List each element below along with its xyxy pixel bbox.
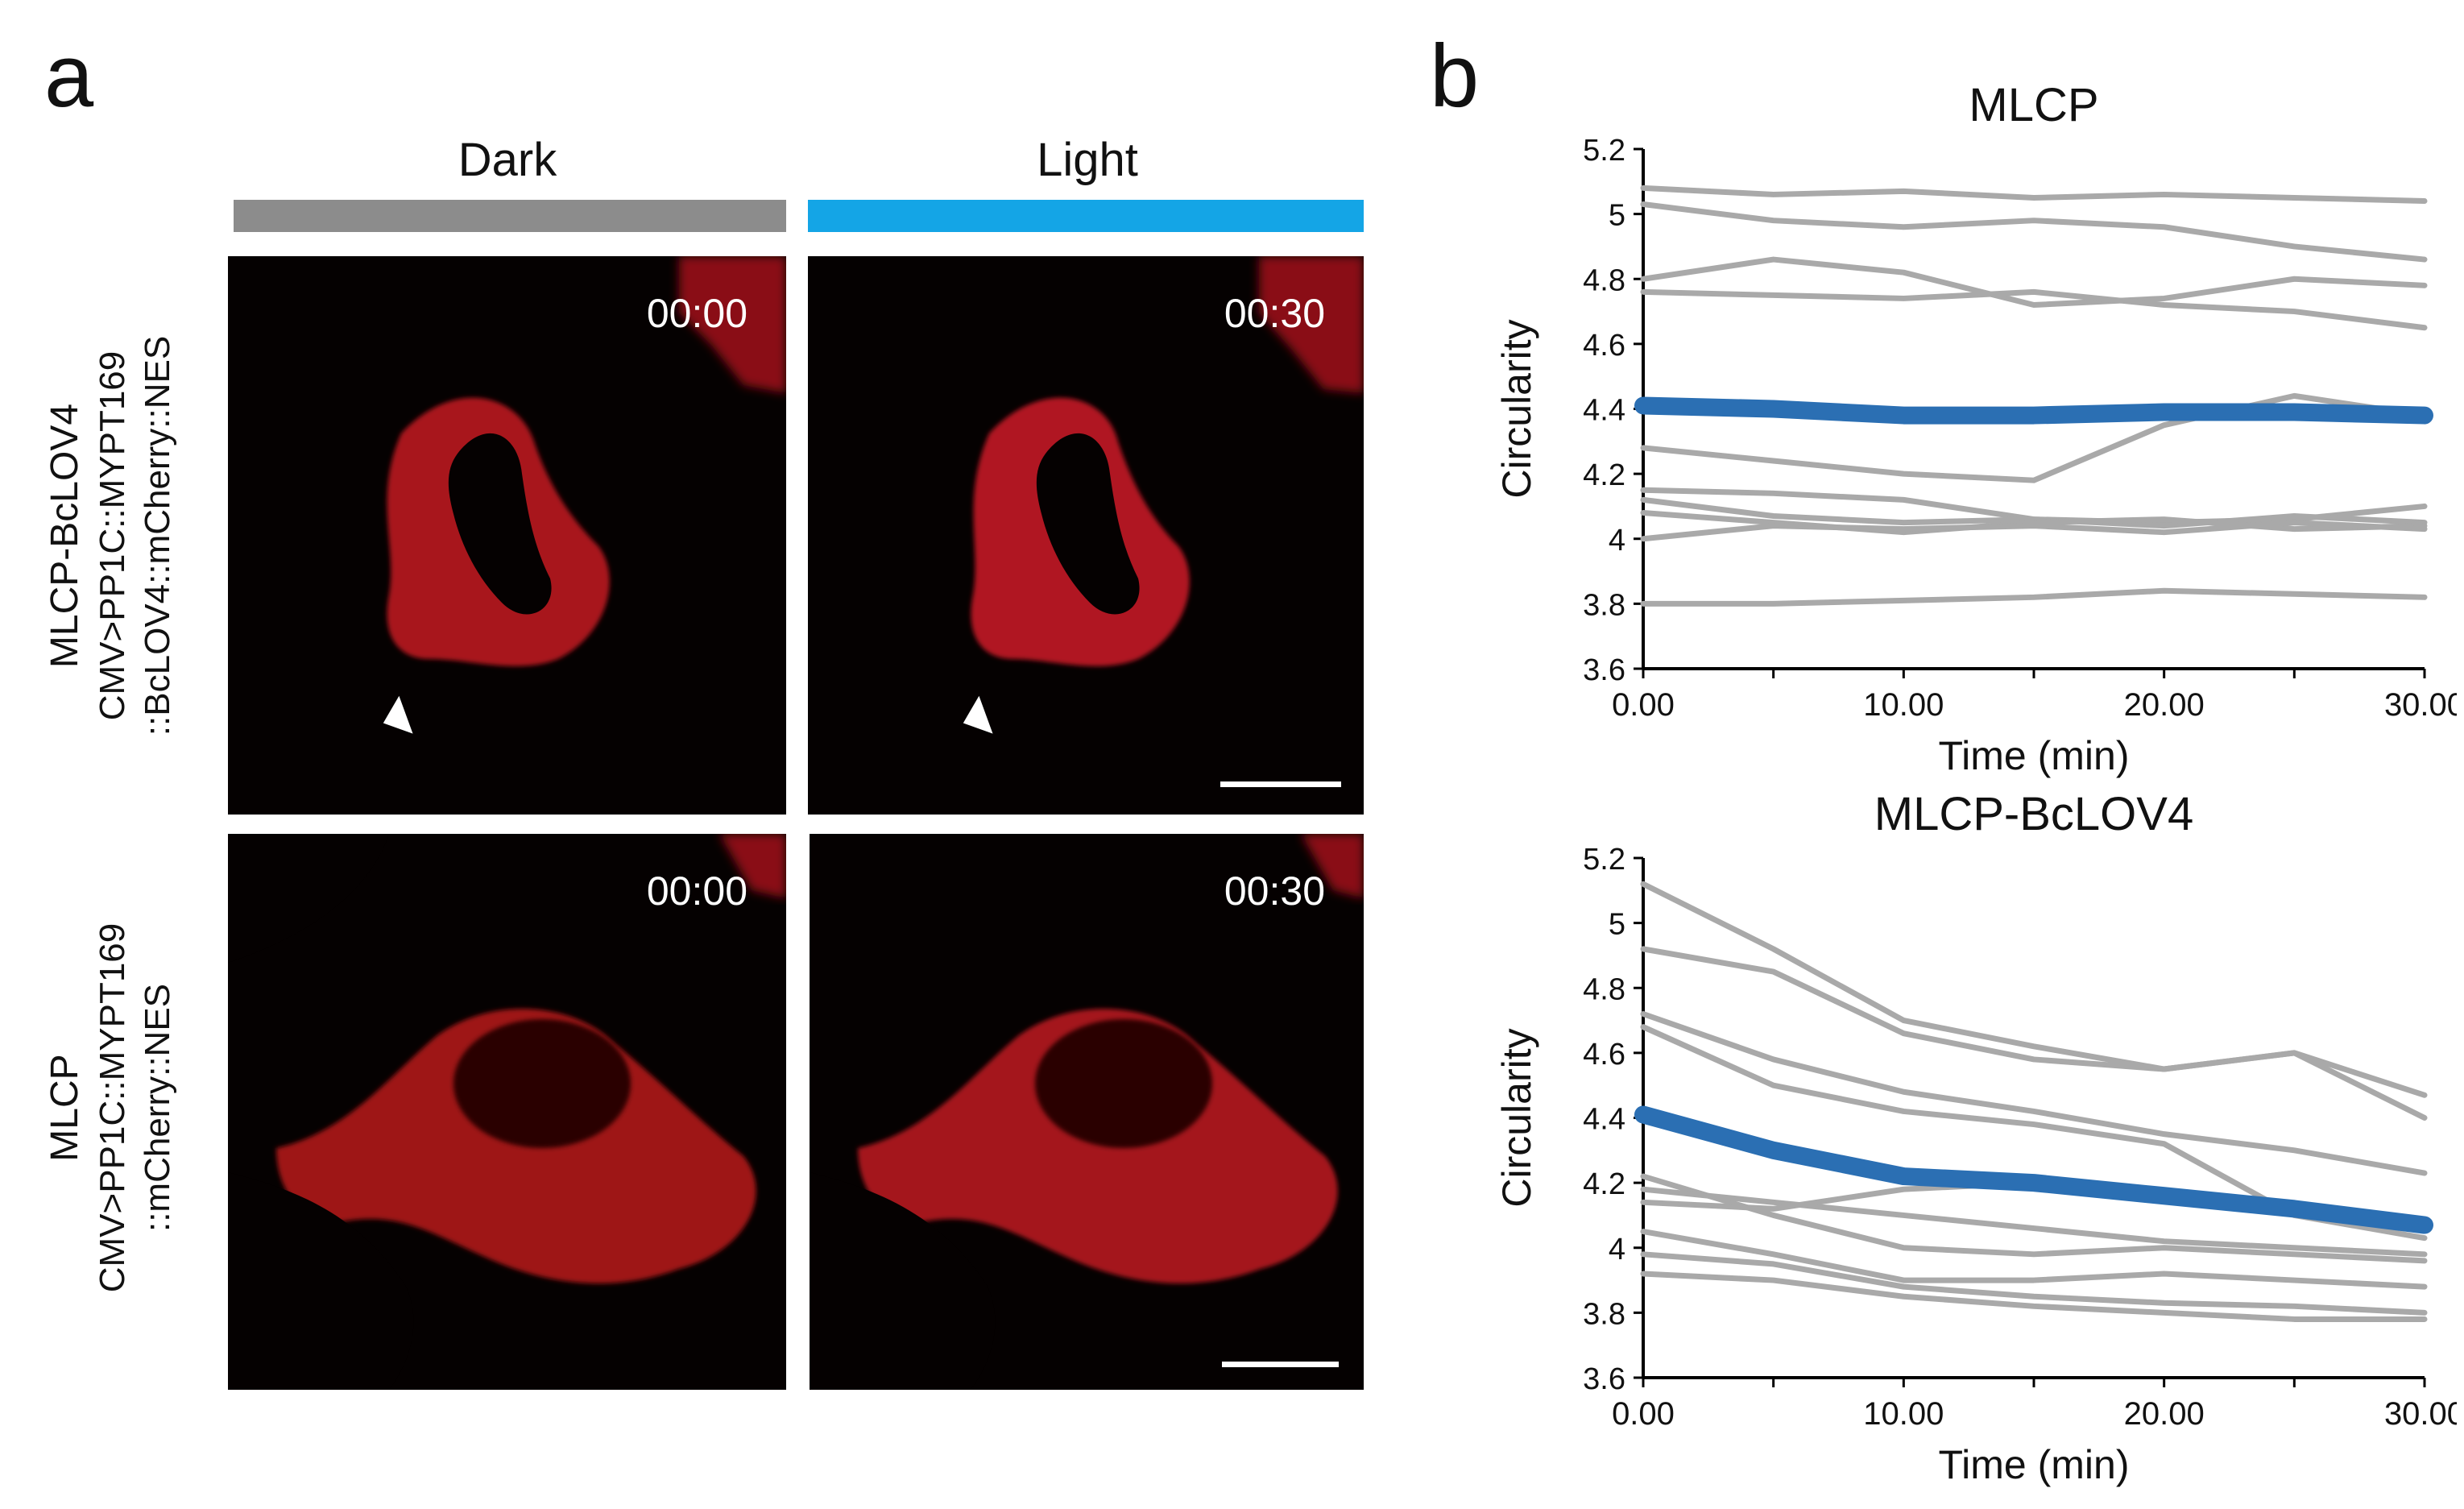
timestamp: 00:00	[646, 869, 747, 914]
x-tick-label: 20.00	[2124, 1396, 2205, 1432]
row-name: MLCP	[43, 1054, 86, 1162]
x-tick-label: 10.00	[1863, 687, 1944, 723]
y-tick-label: 4.6	[1583, 1038, 1625, 1072]
chart-mlcp: MLCP 3.6 3.8 4 4.2 4.4 4.6 4.8 5 5.2 0.00 10.00 20.0…	[1450, 64, 2464, 790]
micrograph-mlcp-light: 00:30	[810, 834, 1364, 1390]
y-tick-label: 3.6	[1583, 653, 1625, 687]
cell-image	[810, 834, 1364, 1390]
light-condition-bar	[808, 200, 1364, 232]
panel-label-b: b	[1430, 27, 1480, 126]
x-axis-label: Time (min)	[1938, 733, 2129, 778]
individual-series-line	[1640, 392, 2428, 483]
row-construct-line1: CMV>PP1C::MYPT169	[93, 922, 132, 1293]
y-tick-label: 5.2	[1583, 843, 1625, 877]
scale-bar	[1220, 781, 1341, 787]
individual-series-line	[1640, 1011, 2428, 1176]
y-tick-label: 4.8	[1583, 263, 1625, 297]
y-tick-label: 3.8	[1583, 588, 1625, 622]
y-tick-label: 4	[1609, 1233, 1625, 1266]
scale-bar	[1222, 1362, 1339, 1367]
y-tick-label: 4	[1609, 524, 1625, 558]
individual-series-line	[1640, 946, 2428, 1121]
row-name: MLCP-BcLOV4	[43, 403, 86, 669]
panel-label-a: a	[44, 27, 94, 126]
condition-label-light: Light	[1037, 134, 1138, 186]
y-tick-label: 4.6	[1583, 329, 1625, 363]
y-tick-label: 4.2	[1583, 1167, 1625, 1201]
individual-series-line	[1640, 496, 2428, 529]
individual-series-line	[1640, 1173, 2428, 1264]
individual-series-line	[1640, 587, 2428, 607]
y-tick-label: 4.8	[1583, 972, 1625, 1006]
row-label-mlcp-bclov4: MLCP-BcLOV4 CMV>PP1C::MYPT169 ::BcLOV4::…	[40, 258, 180, 814]
cell-image	[228, 834, 786, 1390]
line-chart: MLCP-BcLOV4 3.6 3.8 4 4.2 4.4 4.6 4.8 5 5.2 0.00 10…	[1494, 788, 2464, 1487]
micrograph-mlcp-bclov4-dark: 00:00	[228, 256, 786, 815]
individual-series-line	[1640, 520, 2428, 542]
individual-series-line	[1640, 288, 2428, 331]
chart-title: MLCP	[1969, 79, 2098, 131]
timestamp: 00:30	[1224, 869, 1325, 914]
y-axis-label: Circularity	[1494, 1028, 1539, 1207]
mean-series-line	[1634, 396, 2433, 425]
mean-series-line	[1634, 1105, 2433, 1234]
micrograph-mlcp-dark: 00:00	[228, 834, 786, 1390]
x-tick-label: 20.00	[2124, 687, 2205, 723]
y-axis-label: Circularity	[1494, 319, 1539, 498]
x-tick-label: 0.00	[1612, 1396, 1675, 1432]
chart-mlcp-bclov4: MLCP-BcLOV4 3.6 3.8 4 4.2 4.4 4.6 4.8 5 5.2 0.00 10…	[1450, 773, 2464, 1499]
individual-series-line	[1640, 256, 2428, 308]
y-tick-label: 5	[1609, 199, 1625, 233]
individual-series-line	[1640, 1251, 2428, 1316]
x-tick-label: 30.00	[2384, 687, 2457, 723]
individual-series-line	[1640, 1186, 2428, 1258]
dark-condition-bar	[234, 200, 786, 232]
x-axis-label: Time (min)	[1938, 1442, 2129, 1487]
row-label-mlcp: MLCP CMV>PP1C::MYPT169 ::mCherry::NES	[40, 830, 180, 1386]
chart-title: MLCP-BcLOV4	[1874, 788, 2193, 840]
y-tick-label: 3.8	[1583, 1297, 1625, 1331]
x-tick-label: 30.00	[2384, 1396, 2457, 1432]
x-tick-label: 10.00	[1863, 1396, 1944, 1432]
y-tick-label: 4.4	[1583, 394, 1625, 428]
condition-label-dark: Dark	[458, 134, 557, 186]
individual-series-line	[1640, 510, 2428, 536]
individual-series-line	[1640, 184, 2428, 204]
individual-series-line	[1640, 1229, 2428, 1290]
individual-series-line	[1640, 1271, 2428, 1322]
row-construct-line2: ::mCherry::NES	[138, 983, 177, 1233]
individual-series-line	[1640, 881, 2428, 1098]
micrograph-mlcp-bclov4-light: 00:30	[808, 256, 1364, 815]
timestamp: 00:00	[646, 291, 747, 336]
cell-image	[963, 256, 1364, 734]
row-construct-line2: ::BcLOV4::mCherry::NES	[138, 335, 177, 736]
x-tick-label: 0.00	[1612, 687, 1675, 723]
timestamp: 00:30	[1224, 291, 1325, 336]
y-tick-label: 5	[1609, 908, 1625, 942]
y-tick-label: 3.6	[1583, 1362, 1625, 1396]
y-tick-label: 5.2	[1583, 134, 1625, 168]
cell-image	[383, 256, 786, 734]
row-construct-line1: CMV>PP1C::MYPT169	[93, 350, 132, 721]
line-chart: MLCP 3.6 3.8 4 4.2 4.4 4.6 4.8 5 5.2 0.00 10.00 20.0…	[1494, 79, 2464, 778]
individual-series-line	[1640, 201, 2428, 263]
y-tick-label: 4.4	[1583, 1103, 1625, 1137]
y-tick-label: 4.2	[1583, 458, 1625, 492]
